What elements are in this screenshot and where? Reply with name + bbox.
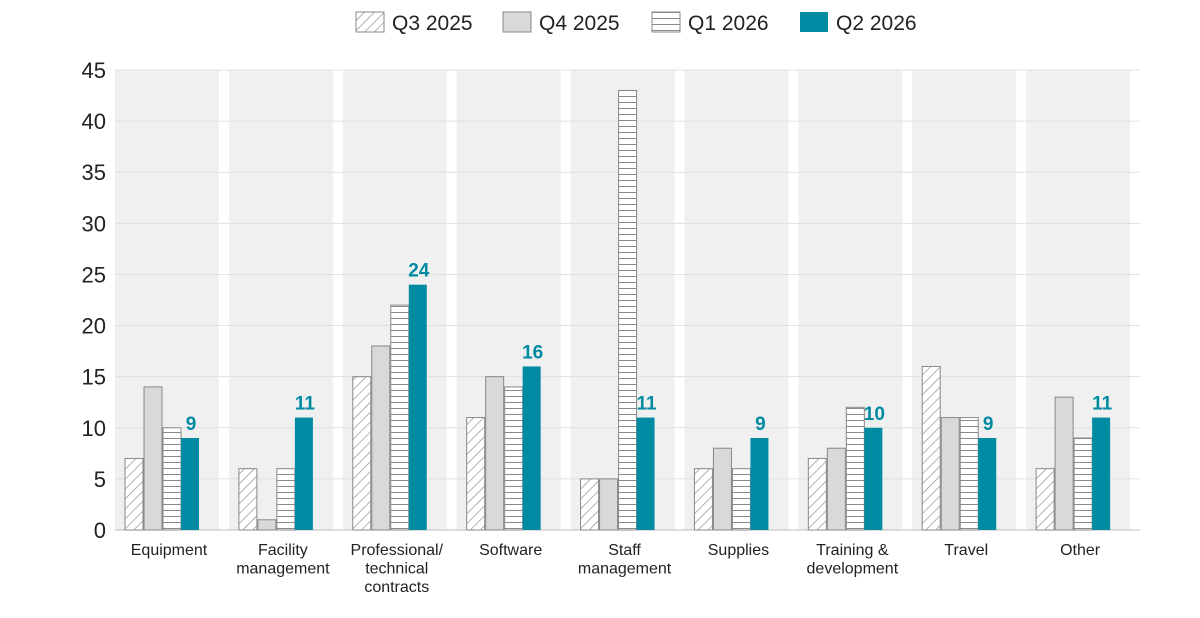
x-tick-label: Training & development (807, 542, 899, 578)
bar (618, 89, 638, 531)
y-tick-label: 35 (82, 160, 106, 185)
data-label: 9 (186, 414, 197, 435)
x-tick-label: Software (479, 542, 542, 559)
y-tick-label: 0 (94, 518, 106, 543)
x-tick-label-line: Supplies (708, 542, 769, 559)
bar (978, 438, 997, 530)
bar (143, 386, 163, 531)
y-tick-label: 30 (82, 211, 106, 236)
x-tick-label-line: Professional/ (351, 542, 444, 559)
x-tick-label-line: management (578, 561, 672, 578)
x-tick-label-line: development (807, 561, 899, 578)
bar (181, 438, 199, 530)
data-label: 11 (637, 394, 658, 415)
data-label: 10 (864, 404, 885, 425)
bar (750, 438, 769, 530)
bar (504, 386, 524, 531)
x-tick-label: Equipment (131, 542, 208, 559)
data-label: 11 (1092, 394, 1113, 415)
bar (599, 478, 619, 531)
x-tick-label: Supplies (708, 542, 769, 559)
x-tick-label-line: Software (479, 542, 542, 559)
bar (522, 366, 541, 530)
bar (390, 304, 410, 531)
data-label: 9 (755, 414, 766, 435)
bar (466, 417, 486, 531)
data-label: 9 (983, 414, 994, 435)
bar (1035, 468, 1055, 531)
bar (408, 284, 427, 530)
x-tick-label: Travel (944, 542, 988, 559)
bar (921, 365, 941, 531)
x-tick-label-line: contracts (364, 579, 429, 596)
bar (693, 468, 713, 531)
x-tick-label-line: management (236, 561, 330, 578)
x-tick-label: Facility management (236, 542, 330, 578)
x-tick-label-line: Travel (944, 542, 988, 559)
category-band (684, 70, 789, 530)
data-label: 24 (408, 261, 430, 282)
x-tick-label-line: Staff (608, 542, 641, 559)
bar (238, 468, 258, 531)
bar (636, 417, 655, 530)
data-labels: 9 11 24 16 11 9 10 9 11 (186, 261, 1113, 435)
x-tick-label: Professional/technical contracts (351, 542, 444, 596)
bar (864, 427, 883, 530)
bar (845, 406, 865, 531)
y-tick-label: 15 (82, 365, 106, 390)
legend-label: Q4 2025 (539, 12, 620, 35)
bar (294, 417, 313, 530)
x-tick-label-line: Training & (816, 542, 889, 559)
bar (276, 468, 296, 531)
legend-swatch (651, 11, 681, 33)
bar (731, 468, 751, 531)
x-tick-label-line: technical (365, 561, 428, 578)
bars (124, 89, 1111, 531)
y-tick-label: 5 (94, 467, 106, 492)
legend: Q3 2025 Q4 2025 Q1 2026 Q2 2026 (355, 11, 917, 35)
bar (959, 417, 979, 531)
legend-swatch (800, 12, 828, 32)
legend-label: Q3 2025 (392, 12, 473, 35)
bar (826, 447, 846, 531)
x-tick-label-line: Facility (258, 542, 308, 559)
legend-swatch (355, 11, 385, 33)
bar (712, 447, 732, 531)
x-tick-label-line: Equipment (131, 542, 208, 559)
legend-swatch (502, 11, 532, 33)
x-axis: Equipment Facility management Professional/… (131, 542, 1101, 596)
bar (124, 457, 144, 531)
y-tick-label: 40 (82, 109, 106, 134)
y-axis: 0 5 10 15 20 25 30 35 40 45 (82, 58, 106, 543)
bar (580, 478, 600, 531)
legend-label: Q1 2026 (688, 12, 769, 35)
bar (371, 345, 391, 531)
bar (1092, 417, 1111, 530)
y-tick-label: 10 (82, 416, 106, 441)
bar (1073, 437, 1093, 531)
legend-label: Q2 2026 (836, 12, 917, 35)
data-label: 11 (295, 394, 316, 415)
category-band (228, 70, 333, 530)
x-tick-label-line: Other (1060, 542, 1101, 559)
bar (1054, 396, 1074, 531)
bar (485, 376, 505, 531)
bar (162, 427, 182, 531)
bar (807, 457, 827, 531)
bar (352, 376, 372, 531)
y-tick-label: 25 (82, 262, 106, 287)
y-tick-label: 20 (82, 314, 106, 339)
y-tick-label: 45 (82, 58, 106, 83)
x-tick-label: Other (1060, 542, 1101, 559)
bar (940, 417, 960, 531)
bar (257, 519, 277, 531)
x-tick-label: Staff management (578, 542, 672, 578)
data-label: 16 (522, 342, 543, 363)
